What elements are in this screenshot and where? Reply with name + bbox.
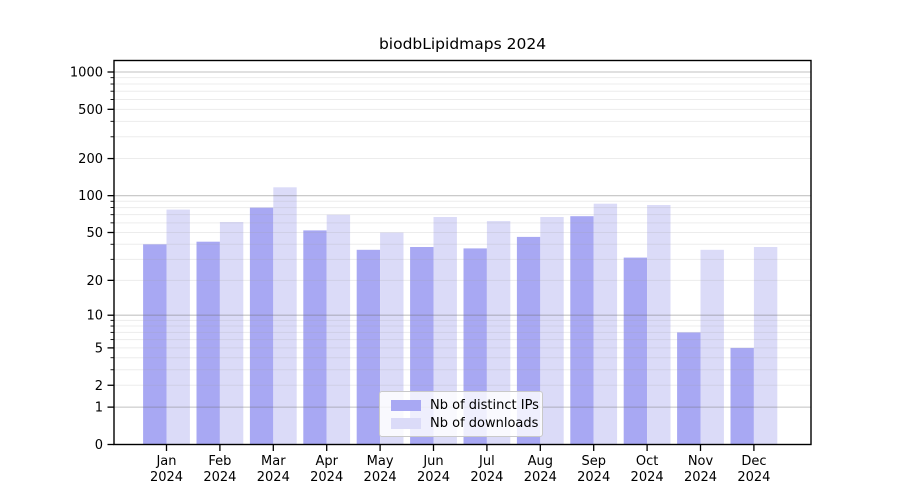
- tick-label: Sep: [581, 454, 606, 469]
- y-axis: 0 1 2 5 10 20 50 100 200 500 1000: [70, 66, 114, 453]
- tick-label: 200: [78, 152, 103, 167]
- tick-label: 2: [95, 379, 103, 394]
- chart-title: biodbLipidmaps 2024: [378, 35, 547, 53]
- tick-label: 2024: [150, 470, 183, 485]
- bar-feb-downloads: [219, 222, 244, 445]
- tick-label: 500: [78, 103, 103, 118]
- tick-label: 0: [95, 438, 103, 453]
- tick-label: 2024: [737, 470, 770, 485]
- tick-label: 1: [95, 401, 103, 416]
- tick-label: 50: [86, 226, 103, 241]
- bar-jan-distinct-ips: [143, 244, 167, 445]
- bar-feb-distinct-ips: [196, 241, 220, 445]
- tick-label: 2024: [310, 470, 343, 485]
- tick-label: Apr: [315, 454, 338, 469]
- tick-label: May: [367, 454, 394, 469]
- legend-label-downloads: Nb of downloads: [430, 415, 539, 431]
- bar-sep-distinct-ips: [570, 216, 594, 445]
- bar-mar-downloads: [273, 187, 297, 445]
- bar-nov-distinct-ips: [677, 332, 701, 445]
- bar-apr-downloads: [326, 214, 351, 445]
- legend-label-distinct-ips: Nb of distinct IPs: [430, 398, 539, 414]
- bar-oct-distinct-ips: [623, 257, 648, 445]
- tick-label: 2024: [203, 470, 236, 485]
- tick-label: Mar: [261, 454, 286, 469]
- bar-jul-downloads: [486, 221, 511, 445]
- series-downloads: [166, 187, 778, 445]
- tick-label: Jan: [155, 454, 176, 469]
- tick-label: Aug: [528, 454, 553, 469]
- legend-item-downloads: Nb of downloads: [391, 417, 538, 430]
- tick-label: Jul: [478, 454, 495, 469]
- tick-label: Dec: [741, 454, 766, 469]
- bar-mar-distinct-ips: [249, 207, 274, 445]
- tick-label: 2024: [684, 470, 717, 485]
- legend-swatch-distinct-ips: [391, 400, 421, 412]
- bar-dec-downloads: [753, 247, 778, 445]
- bar-dec-distinct-ips: [730, 347, 754, 445]
- gridlines: [114, 71, 811, 408]
- legend-item-distinct-ips: Nb of distinct IPs: [391, 399, 539, 412]
- tick-label: 10: [86, 309, 103, 324]
- tick-label: 2024: [524, 470, 557, 485]
- bar-oct-downloads: [647, 205, 671, 445]
- tick-label: 20: [86, 274, 103, 289]
- tick-label: Nov: [688, 454, 714, 469]
- tick-label: Oct: [636, 454, 658, 469]
- bar-jun-downloads: [433, 217, 457, 445]
- bar-may-distinct-ips: [356, 249, 381, 445]
- tick-label: 1000: [70, 66, 103, 81]
- tick-label: 2024: [257, 470, 290, 485]
- tick-label: 5: [95, 341, 103, 356]
- bar-jan-downloads: [166, 209, 190, 445]
- tick-label: Jun: [422, 454, 443, 469]
- bar-apr-distinct-ips: [303, 230, 327, 445]
- tick-label: 2024: [364, 470, 397, 485]
- x-axis: Jan2024Feb2024Mar2024Apr2024May2024Jun20…: [150, 444, 770, 485]
- tick-label: 100: [78, 189, 103, 204]
- tick-label: 2024: [577, 470, 610, 485]
- bar-aug-downloads: [540, 217, 564, 445]
- tick-label: 2024: [417, 470, 450, 485]
- legend-swatch-downloads: [391, 417, 421, 429]
- tick-label: Feb: [208, 454, 231, 469]
- legend: Nb of distinct IPs Nb of downloads: [379, 391, 543, 437]
- bar-nov-downloads: [700, 249, 724, 445]
- bar-sep-downloads: [593, 203, 618, 445]
- tick-label: 2024: [631, 470, 664, 485]
- plot-frame: [113, 59, 812, 446]
- tick-label: 2024: [470, 470, 503, 485]
